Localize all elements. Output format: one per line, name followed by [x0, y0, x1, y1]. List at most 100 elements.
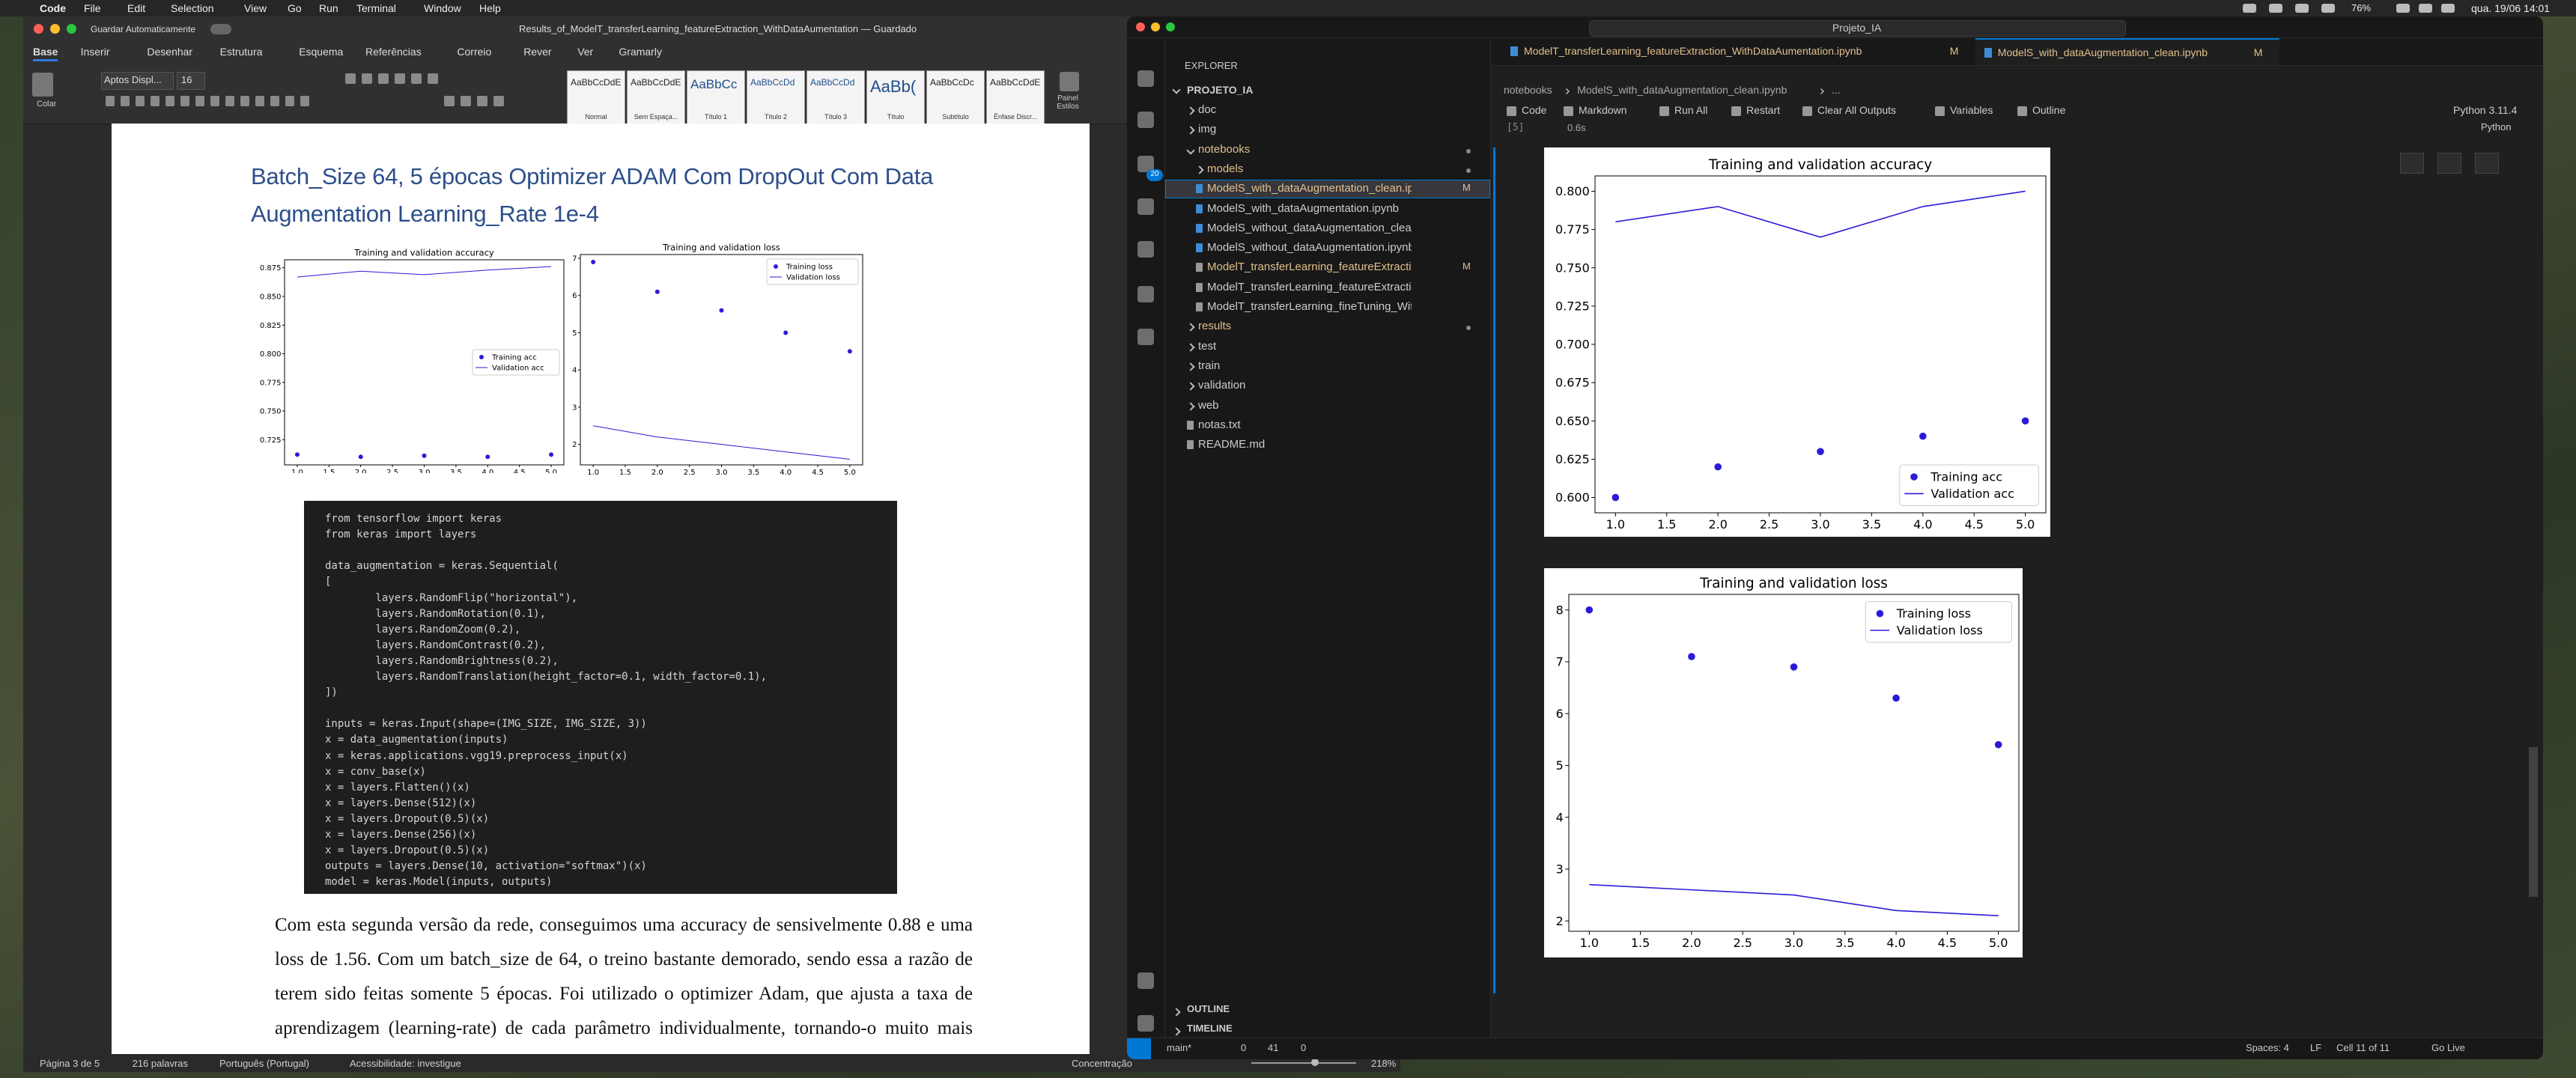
menu-item[interactable]: Window	[424, 2, 461, 14]
style-item[interactable]: AaBbCcDdEe Normal	[567, 70, 625, 127]
file-icon	[1187, 420, 1194, 430]
tree-item[interactable]: test	[1198, 339, 1217, 353]
styles-pane[interactable]: Painel Estilos	[1057, 94, 1079, 111]
menu-item[interactable]: Edit	[127, 2, 146, 14]
ribbon-tab[interactable]: Esquema	[299, 46, 344, 58]
data-point	[1817, 448, 1824, 455]
style-item[interactable]: AaBbCcDc Subtítulo	[926, 70, 985, 127]
status-item[interactable]: Cell 11 of 11	[2336, 1042, 2390, 1053]
toolbar-button[interactable]: Run All	[1674, 104, 1708, 116]
tree-item[interactable]: ModelS_with_dataAugmentation.ipynb	[1207, 201, 1400, 215]
style-name: Título 2	[764, 113, 787, 121]
menu-app[interactable]: Code	[40, 2, 66, 14]
toolbar-button[interactable]: Code	[1522, 104, 1547, 116]
ribbon-tab[interactable]: Gramarly	[619, 46, 662, 58]
toolbar-icon	[2017, 106, 2027, 116]
y-tick-label: 0.850	[260, 293, 282, 301]
legend-marker	[774, 264, 778, 269]
style-item[interactable]: AaBbCcDdE Ênfase Discr...	[986, 70, 1045, 127]
style-item[interactable]: AaBbCcDd Título 3	[806, 70, 865, 127]
toolbar-icon	[1659, 106, 1669, 116]
y-tick-label: 0.750	[260, 408, 282, 416]
style-item[interactable]: AaBb(Título	[866, 70, 925, 127]
status-item[interactable]: LF	[2310, 1042, 2322, 1053]
search-text[interactable]: Projeto_IA	[1832, 22, 1882, 34]
toolbar-button[interactable]: Variables	[1950, 104, 1993, 116]
tree-item[interactable]: doc	[1198, 103, 1217, 116]
tree-item[interactable]: ModelS_without_dataAugmentation_clean.ip…	[1207, 221, 1412, 234]
font-size[interactable]: 16	[181, 74, 192, 85]
kernel[interactable]: Python 3.11.4	[2453, 104, 2518, 116]
tree-item[interactable]: notas.txt	[1198, 418, 1241, 431]
tree-item[interactable]: README.md	[1198, 438, 1266, 451]
menu-item[interactable]: View	[244, 2, 267, 14]
panel-header[interactable]: TIMELINE	[1187, 1023, 1233, 1034]
tab[interactable]: ModelT_transferLearning_featureExtractio…	[1501, 38, 1975, 65]
format-button	[151, 96, 160, 106]
ribbon-tab[interactable]: Inserir	[80, 46, 110, 58]
toolbar-button[interactable]: Outline	[2032, 104, 2066, 116]
ribbon-tab[interactable]: Correio	[457, 46, 492, 58]
status-item[interactable]: Go Live	[2431, 1042, 2465, 1053]
ribbon-tab[interactable]: Rever	[523, 46, 552, 58]
toolbar-button[interactable]: Clear All Outputs	[1817, 104, 1897, 116]
ribbon-tab[interactable]: Ver	[577, 46, 594, 58]
menu-item[interactable]: Go	[288, 2, 302, 14]
status-item[interactable]: Spaces: 4	[2246, 1042, 2289, 1053]
status-item[interactable]: 41	[1268, 1042, 1279, 1053]
breadcrumb[interactable]: ModelS_with_dataAugmentation_clean.ipynb	[1577, 84, 1787, 96]
breadcrumb[interactable]: ...	[1832, 84, 1841, 96]
menu-item[interactable]: File	[84, 2, 101, 14]
data-point	[2021, 417, 2029, 425]
x-tick-label: 3.0	[1811, 517, 1829, 532]
panel-header[interactable]: OUTLINE	[1187, 1003, 1230, 1014]
tree-item[interactable]: ModelT_transferLearning_featureExtractio…	[1207, 280, 1412, 293]
y-tick-label: 0.675	[1555, 376, 1590, 390]
ribbon-tab[interactable]: Referências	[365, 46, 422, 58]
tree-item[interactable]: ModelS_with_dataAugmentation_clean.ipynb	[1207, 182, 1412, 195]
menu-item[interactable]: Run	[319, 2, 338, 14]
style-name: Título 3	[824, 113, 847, 121]
tab[interactable]: ModelS_with_dataAugmentation_clean.ipynb…	[1975, 38, 2279, 65]
status-item[interactable]: 0	[1301, 1042, 1307, 1053]
toolbar-button[interactable]: Markdown	[1579, 104, 1627, 116]
breadcrumb[interactable]: notebooks	[1504, 84, 1552, 96]
style-item[interactable]: AaBbCcDd Título 2	[747, 70, 805, 127]
style-item[interactable]: AaBbCcDdEe Sem Espaça...	[627, 70, 685, 127]
tree-item[interactable]: results	[1198, 320, 1232, 333]
menu-item[interactable]: Terminal	[356, 2, 396, 14]
font-name[interactable]: Aptos Displ...	[104, 74, 162, 85]
tree-item[interactable]: web	[1198, 398, 1219, 412]
format-button	[285, 96, 294, 106]
style-item[interactable]: AaBbCc Título 1	[687, 70, 745, 127]
status-item[interactable]: main*	[1167, 1042, 1192, 1053]
code-line: x = keras.applications.vgg19.preprocess_…	[325, 749, 628, 762]
y-tick-label: 0.800	[1555, 184, 1590, 198]
selection	[1165, 180, 1490, 199]
menu-item[interactable]: Help	[479, 2, 501, 14]
paste-label[interactable]: Colar	[37, 100, 57, 109]
tree-item[interactable]: ModelS_without_dataAugmentation.ipynb	[1207, 241, 1412, 255]
ribbon-tab[interactable]: Desenhar	[147, 46, 193, 58]
paragraph-button	[477, 96, 487, 106]
tree-item[interactable]: validation	[1198, 379, 1246, 392]
data-point	[1994, 740, 2002, 749]
language[interactable]: Python	[2481, 121, 2512, 133]
zoom-level[interactable]: 218%	[1371, 1058, 1397, 1069]
focus-mode[interactable]: Concentração	[1072, 1058, 1132, 1069]
x-tick-label: 2.5	[1760, 517, 1778, 532]
tree-item[interactable]: notebooks	[1198, 142, 1251, 156]
tree-item[interactable]: img	[1198, 123, 1217, 136]
tree-item[interactable]: ModelT_transferLearning_featureExtractio…	[1207, 261, 1412, 274]
tree-item[interactable]: train	[1198, 359, 1221, 372]
tree-item[interactable]: ModelT_transferLearning_fineTuning_Witho…	[1207, 300, 1412, 313]
tree-item[interactable]: models	[1207, 162, 1244, 175]
ribbon-tab[interactable]: Base	[33, 46, 58, 61]
toolbar-button[interactable]: Restart	[1746, 104, 1781, 116]
ribbon-tab[interactable]: Estrutura	[219, 46, 263, 58]
project-root[interactable]: PROJETO_IA	[1187, 84, 1254, 96]
status-item[interactable]: 0	[1241, 1042, 1247, 1053]
data-point	[1688, 653, 1695, 660]
menu-item[interactable]: Selection	[171, 2, 214, 14]
